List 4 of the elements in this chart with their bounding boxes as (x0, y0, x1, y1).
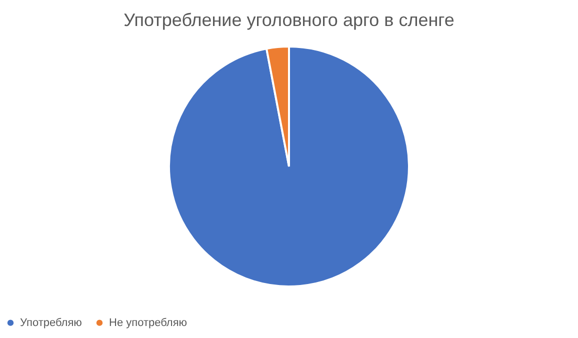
pie-slice (168, 46, 410, 288)
legend-label: Не употребляю (109, 316, 188, 329)
legend-label: Употребляю (20, 316, 82, 329)
chart-title: Употребление уголовного арго в сленге (124, 10, 454, 30)
